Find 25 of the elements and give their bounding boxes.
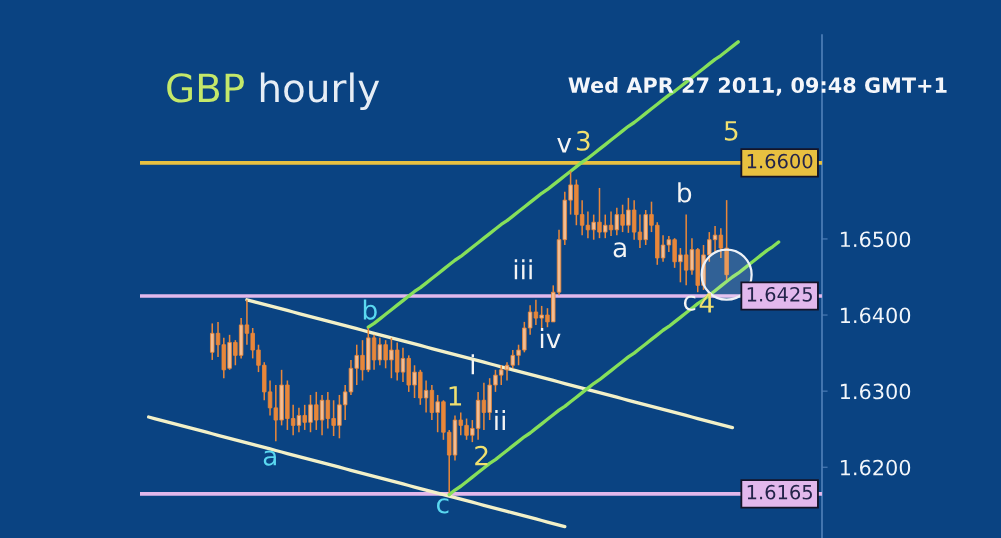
y-tick-label: 1.6400 — [840, 307, 911, 324]
annotation: 5 — [724, 121, 738, 141]
annotation: c — [683, 295, 696, 311]
annotation: 4 — [699, 293, 714, 313]
ref-line-label: 1.6600 — [747, 153, 813, 169]
annotation: v — [557, 138, 572, 153]
annotation: c — [437, 498, 449, 514]
annotation: ii — [495, 410, 505, 431]
text: Wed APR 27 2011, 09:48 GMT+1 — [568, 76, 947, 96]
text: GBP hourly — [167, 72, 380, 111]
annotation: a — [613, 242, 626, 258]
y-tick-label: 1.6200 — [840, 459, 911, 476]
annotation: 3 — [576, 130, 590, 151]
annotation: iii — [514, 259, 532, 280]
annotation: iv — [540, 328, 561, 349]
ref-line-label: 1.6425 — [747, 286, 812, 302]
annotation: a — [263, 450, 276, 466]
ref-line-label: 1.6165 — [747, 484, 812, 500]
annotation: 2 — [475, 445, 488, 466]
annotation: 1 — [449, 386, 462, 406]
y-tick-label: 1.6500 — [840, 231, 911, 248]
annotation: b — [363, 299, 377, 320]
annotation: i — [471, 354, 475, 375]
y-tick-label: 1.6300 — [840, 383, 911, 400]
annotation: b — [678, 182, 692, 203]
